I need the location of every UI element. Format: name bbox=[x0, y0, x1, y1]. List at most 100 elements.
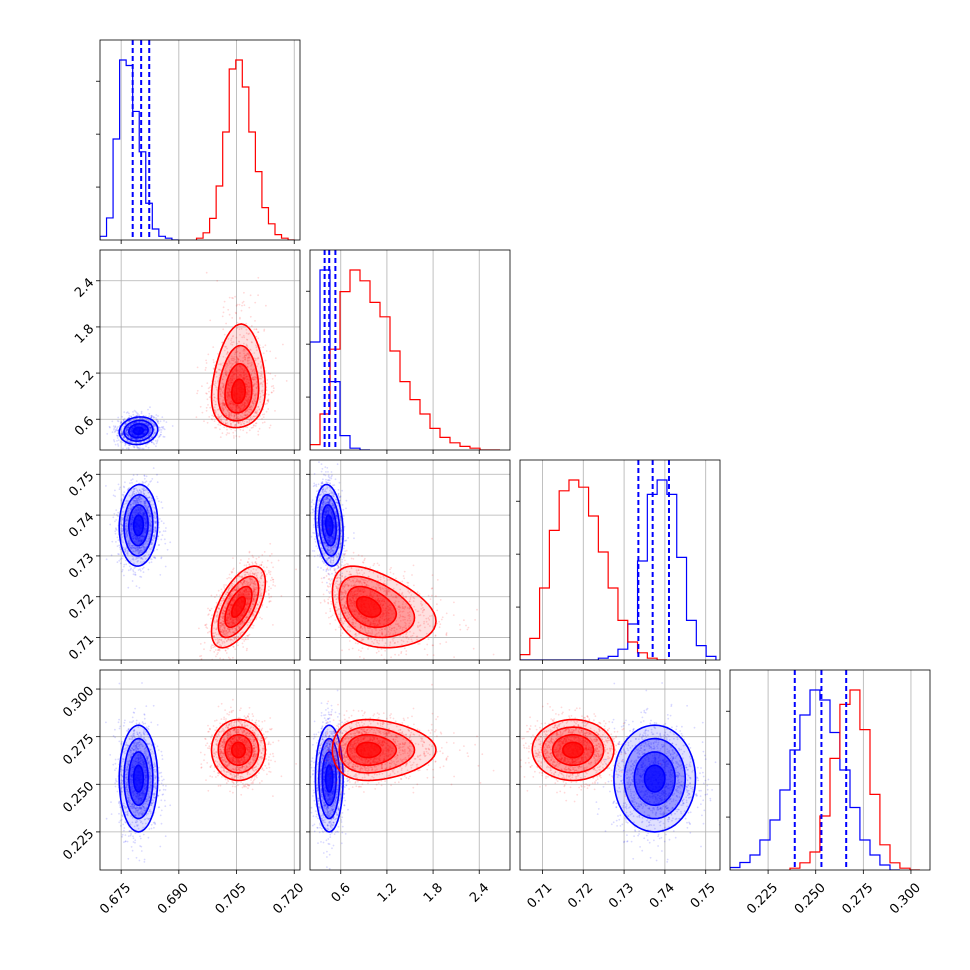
scatter-point bbox=[119, 486, 122, 489]
scatter-point bbox=[130, 430, 133, 433]
scatter-point bbox=[224, 649, 227, 652]
scatter-point bbox=[261, 391, 264, 394]
scatter-point bbox=[135, 421, 138, 424]
scatter-point bbox=[216, 280, 219, 282]
scatter-point bbox=[134, 434, 137, 436]
hist-panel-1 bbox=[306, 249, 511, 454]
scatter-point bbox=[133, 425, 136, 428]
scatter-point bbox=[123, 411, 126, 413]
scatter-point bbox=[135, 425, 138, 427]
scatter-point bbox=[122, 419, 125, 421]
scatter-point bbox=[235, 349, 238, 352]
scatter-point bbox=[123, 574, 125, 577]
scatter-point bbox=[116, 536, 119, 539]
scatter-point bbox=[138, 448, 141, 450]
scatter-point bbox=[129, 430, 132, 433]
scatter-point bbox=[127, 426, 129, 428]
scatter-point bbox=[150, 558, 153, 561]
scatter-point bbox=[133, 421, 136, 424]
scatter-point bbox=[266, 379, 269, 381]
scatter-point bbox=[143, 428, 146, 431]
scatter-point bbox=[224, 406, 227, 409]
scatter-point bbox=[222, 328, 225, 331]
scatter-point bbox=[129, 430, 132, 433]
scatter-point bbox=[231, 341, 233, 344]
density-contour bbox=[132, 514, 145, 537]
scatter-point bbox=[140, 410, 143, 413]
scatter-point bbox=[141, 425, 144, 428]
scatter-point bbox=[241, 302, 244, 304]
scatter-point bbox=[144, 429, 147, 431]
scatter-point bbox=[222, 385, 225, 387]
scatter-point bbox=[250, 626, 252, 629]
scatter-point bbox=[230, 402, 233, 405]
scatter-point bbox=[120, 421, 123, 424]
scatter-point bbox=[231, 381, 233, 384]
scatter-point bbox=[132, 474, 135, 477]
scatter-point bbox=[257, 294, 259, 297]
scatter-point bbox=[111, 431, 114, 434]
scatter-point bbox=[130, 428, 133, 431]
scatter-point bbox=[272, 390, 275, 392]
scatter-point bbox=[159, 420, 162, 423]
scatter-point bbox=[127, 440, 129, 442]
scatter-point bbox=[117, 443, 119, 445]
scatter-point bbox=[226, 375, 229, 377]
scatter-point bbox=[263, 330, 265, 332]
scatter-point bbox=[245, 649, 248, 652]
scatter-point bbox=[254, 394, 257, 397]
scatter-point bbox=[135, 411, 138, 414]
scatter-point bbox=[212, 367, 215, 370]
scatter-point bbox=[121, 434, 123, 437]
scatter-point bbox=[131, 428, 134, 431]
scatter-point bbox=[117, 429, 119, 432]
scatter-point bbox=[282, 343, 284, 346]
y-tick-label: 0.6 bbox=[72, 414, 97, 439]
scatter-point bbox=[228, 359, 230, 361]
scatter-point bbox=[118, 488, 121, 490]
scatter-point bbox=[249, 408, 252, 411]
scatter-point bbox=[141, 417, 144, 420]
scatter-point bbox=[229, 412, 231, 415]
scatter-point bbox=[225, 370, 228, 373]
scatter-point bbox=[227, 391, 229, 394]
scatter-point bbox=[157, 422, 160, 425]
scatter-point bbox=[129, 482, 131, 484]
scatter-point bbox=[126, 426, 129, 429]
scatter-point bbox=[121, 431, 123, 433]
scatter-point bbox=[261, 421, 264, 424]
scatter-point bbox=[125, 429, 128, 432]
scatter-point bbox=[119, 422, 122, 425]
scatter-point bbox=[115, 529, 118, 531]
scatter-point bbox=[139, 441, 141, 444]
scatter-point bbox=[153, 428, 156, 431]
scatter-point bbox=[149, 427, 152, 430]
scatter-point bbox=[263, 551, 266, 553]
scatter-point bbox=[120, 421, 122, 423]
scatter-point bbox=[267, 393, 270, 396]
scatter-point bbox=[160, 429, 163, 431]
scatter-point bbox=[148, 438, 151, 441]
scatter-point bbox=[127, 433, 129, 436]
scatter-point bbox=[150, 436, 153, 439]
scatter-point bbox=[223, 426, 226, 429]
scatter-point bbox=[119, 548, 122, 551]
scatter-point bbox=[144, 431, 147, 434]
scatter-point bbox=[259, 392, 261, 395]
scatter-point bbox=[165, 421, 168, 423]
scatter-point bbox=[144, 428, 147, 430]
scatter-point bbox=[217, 415, 220, 418]
scatter-point bbox=[210, 644, 213, 647]
scatter-point bbox=[219, 657, 222, 660]
scatter-point bbox=[136, 412, 139, 415]
scatter-point bbox=[242, 378, 245, 381]
scatter-point bbox=[122, 435, 125, 438]
scatter-point bbox=[255, 386, 258, 389]
scatter-point bbox=[116, 429, 119, 432]
scatter-panel-1-0: 0.61.21.82.4 bbox=[72, 249, 301, 454]
scatter-point bbox=[142, 433, 145, 436]
scatter-point bbox=[149, 426, 152, 429]
scatter-point bbox=[272, 584, 274, 586]
scatter-point bbox=[248, 306, 251, 309]
